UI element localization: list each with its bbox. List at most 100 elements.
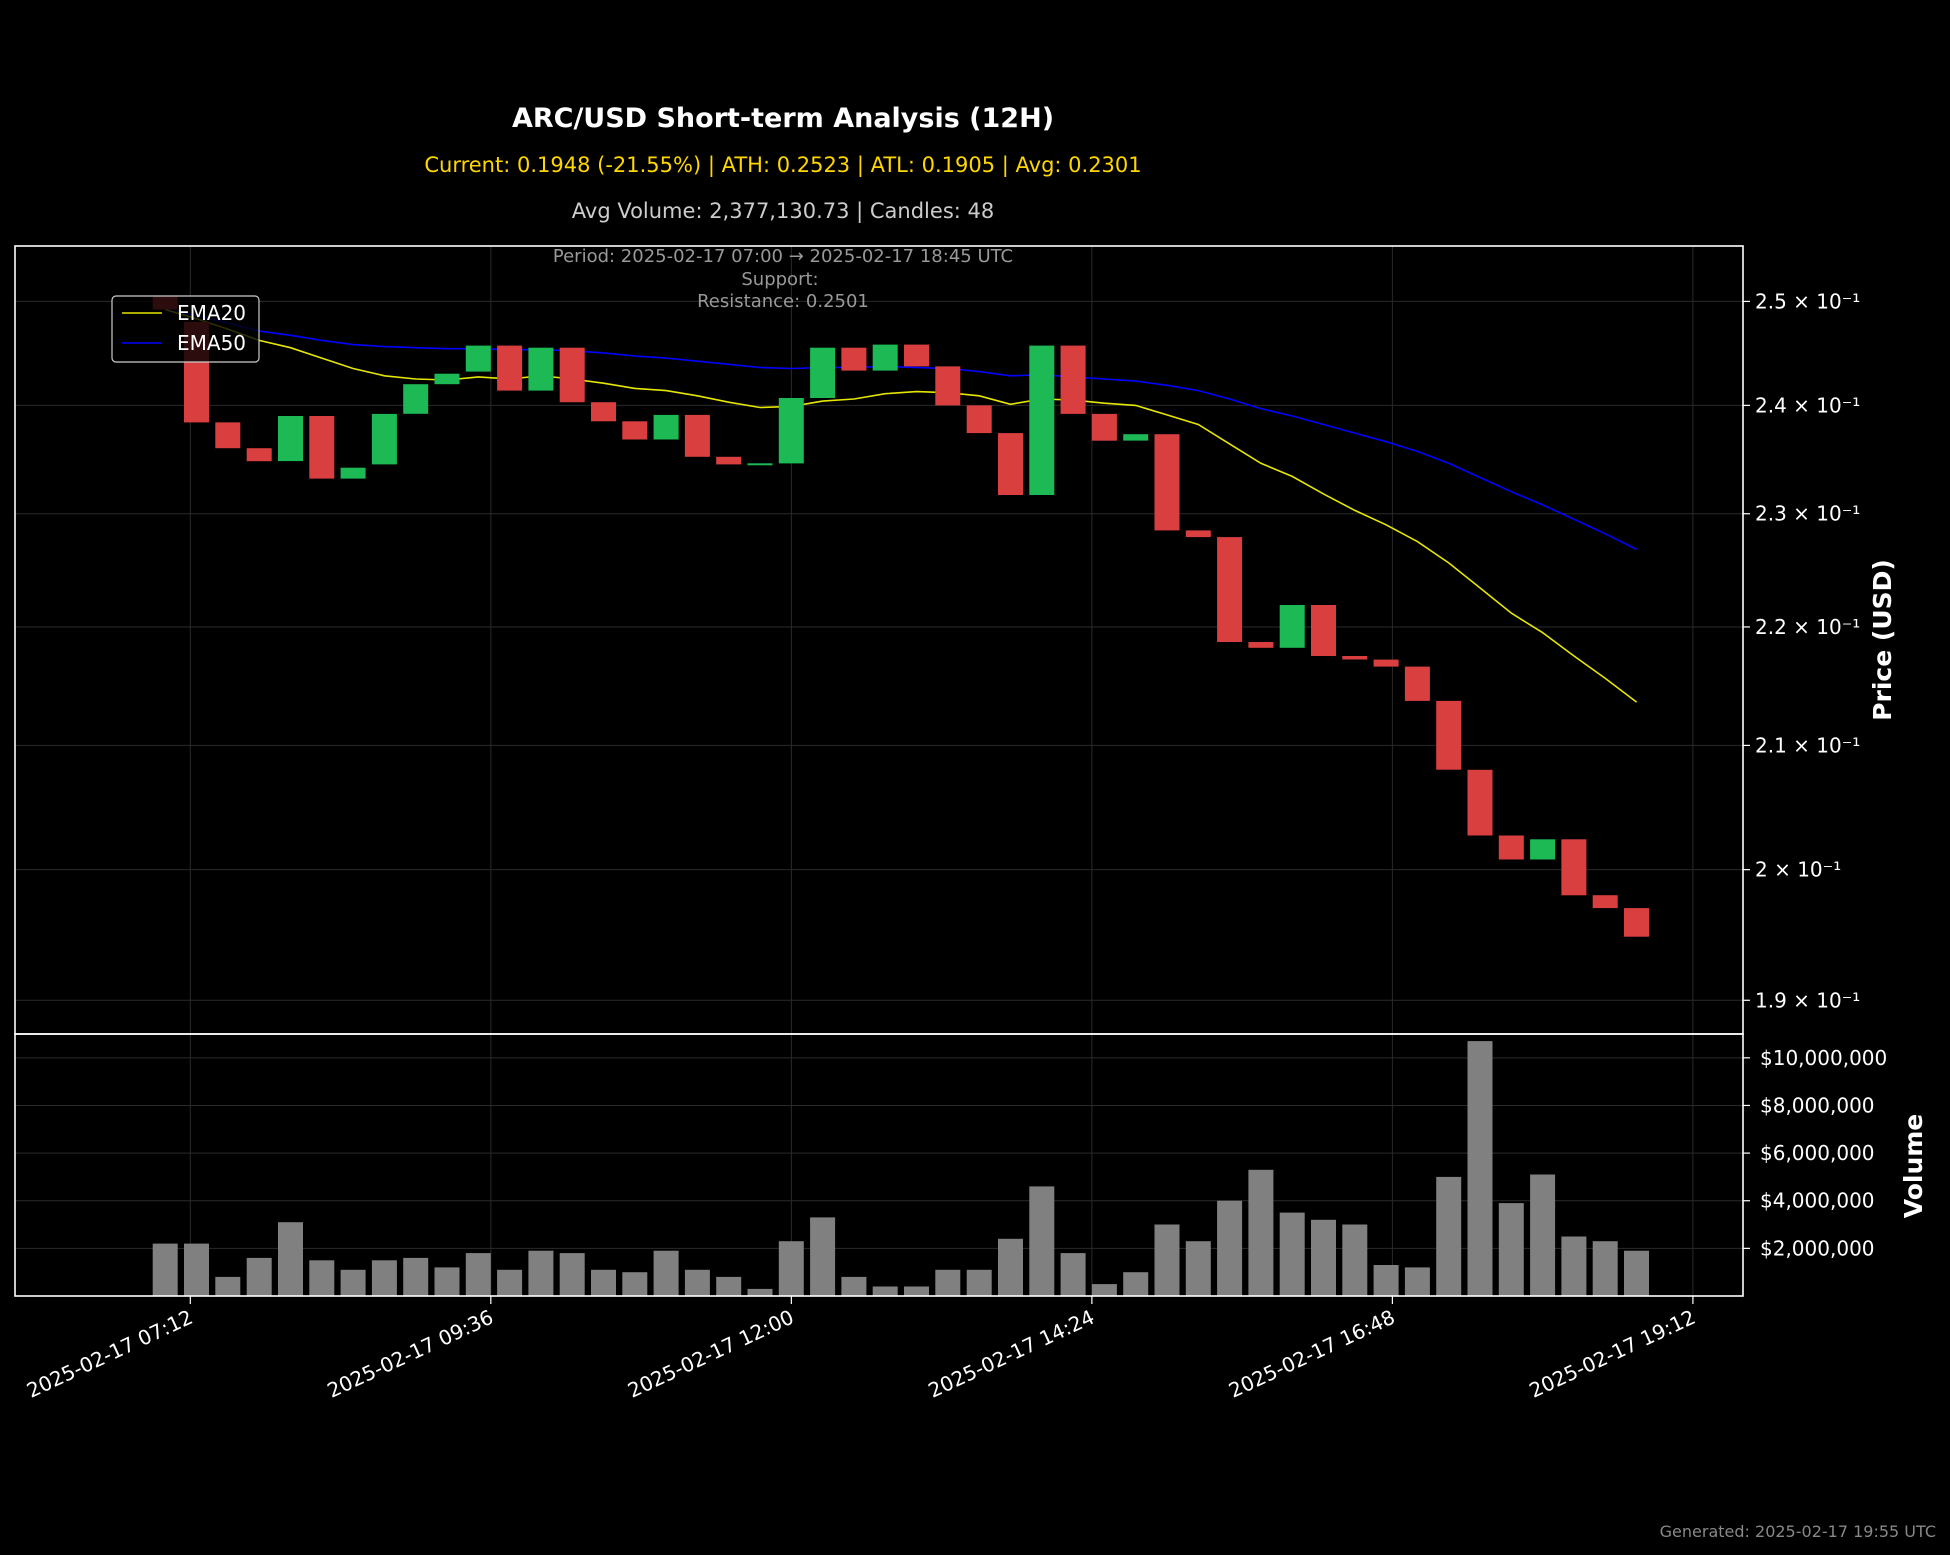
volume-bar-15: [622, 1272, 648, 1296]
candle-10: [465, 345, 491, 372]
volume-bar-24: [904, 1286, 929, 1296]
support-note: Support:: [741, 269, 818, 290]
candle-36: [1279, 605, 1305, 648]
price-axis-label: Price (USD): [1868, 559, 1897, 721]
candle-43: [1498, 835, 1524, 860]
volume-bar-41: [1436, 1176, 1462, 1296]
candle-37: [1311, 605, 1336, 656]
candle-20: [778, 398, 804, 464]
candle-17: [684, 414, 710, 457]
volume-bar-30: [1091, 1284, 1117, 1296]
candle-38: [1342, 656, 1368, 660]
volume-y-ticks: $2,000,000 $4,000,000 $6,000,000 $8,000,000…: [1743, 1046, 1887, 1260]
candle-41: [1436, 700, 1462, 770]
volume-bar-5: [309, 1260, 335, 1296]
candle-3: [246, 448, 272, 462]
x-axis-ticks: 2025-02-17 07:12 2025-02-17 09:36 2025-02-…: [23, 1296, 1699, 1403]
volume-bar-3: [246, 1257, 272, 1296]
volume-bar-37: [1311, 1219, 1336, 1296]
volume-bar-35: [1248, 1169, 1274, 1296]
volume-bar-20: [778, 1241, 804, 1296]
chart-stats-line: Current: 0.1948 (-21.55%) | ATH: 0.2523 …: [424, 153, 1141, 178]
legend-ema50-label: EMA50: [177, 331, 246, 355]
candle-9: [434, 373, 460, 385]
x-tick-label-5: 2025-02-17 19:12: [1526, 1305, 1699, 1403]
price-tick-label-3: 2.2 × 10⁻¹: [1755, 615, 1860, 639]
volume-bar-25: [935, 1269, 961, 1296]
candle-24: [904, 344, 929, 367]
volume-bar-44: [1530, 1174, 1556, 1296]
price-tick-label-6: 1.9 × 10⁻¹: [1755, 988, 1860, 1012]
candle-47: [1624, 908, 1649, 937]
volume-bar-38: [1342, 1224, 1368, 1296]
volume-bar-18: [716, 1276, 742, 1296]
volume-bar-45: [1561, 1236, 1587, 1296]
candle-26: [966, 405, 992, 434]
volume-bar-32: [1154, 1224, 1180, 1296]
volume-bar-0: [152, 1243, 178, 1296]
volume-bar-9: [434, 1267, 460, 1296]
price-grid: [15, 246, 1743, 1034]
candle-27: [998, 433, 1023, 495]
chart-title: ARC/USD Short-term Analysis (12H): [512, 103, 1054, 134]
legend: EMA20 EMA50: [111, 295, 260, 363]
candle-25: [935, 366, 961, 406]
volume-bar-23: [872, 1286, 898, 1296]
price-y-ticks: 2.5 × 10⁻¹ 2.4 × 10⁻¹ 2.3 × 10⁻¹ 2.2 × 10⁻¹…: [1743, 289, 1860, 1012]
volume-tick-label-3: $8,000,000: [1760, 1093, 1875, 1117]
candle-28: [1029, 345, 1055, 495]
candle-45: [1561, 839, 1587, 896]
candle-8: [403, 384, 429, 414]
candle-7: [371, 413, 397, 465]
volume-bar-21: [810, 1217, 836, 1296]
candle-13: [559, 347, 585, 403]
volume-tick-label-4: $10,000,000: [1760, 1046, 1887, 1070]
volume-bar-26: [966, 1269, 992, 1296]
volume-bar-16: [653, 1250, 679, 1296]
volume-bar-39: [1373, 1265, 1399, 1296]
x-tick-label-1: 2025-02-17 09:36: [323, 1305, 496, 1403]
volume-axes-frame: [14, 1033, 1744, 1297]
volume-bar-19: [747, 1288, 773, 1296]
ema20-line: [165, 308, 1638, 703]
volume-tick-label-1: $4,000,000: [1760, 1189, 1875, 1213]
candle-23: [872, 344, 898, 371]
candle-6: [340, 467, 366, 479]
price-tick-label-2: 2.3 × 10⁻¹: [1755, 502, 1860, 526]
candle-11: [497, 345, 523, 391]
legend-ema20-label: EMA20: [177, 301, 246, 325]
volume-bar-42: [1467, 1041, 1493, 1296]
price-tick-label-5: 2 × 10⁻¹: [1755, 858, 1841, 882]
volume-bar-6: [340, 1269, 366, 1296]
candle-44: [1530, 839, 1556, 860]
candle-30: [1091, 413, 1117, 441]
candle-19: [747, 463, 773, 466]
x-tick-label-4: 2025-02-17 16:48: [1225, 1305, 1398, 1403]
candle-22: [841, 347, 867, 371]
volume-bar-1: [184, 1243, 209, 1296]
resistance-note: Resistance: 0.2501: [697, 291, 869, 312]
volume-tick-label-0: $2,000,000: [1760, 1236, 1875, 1260]
volume-bar-2: [215, 1276, 241, 1296]
candle-31: [1123, 434, 1149, 441]
volume-bar-33: [1185, 1241, 1211, 1296]
volume-bar-14: [591, 1269, 616, 1296]
volume-bar-36: [1279, 1212, 1305, 1296]
volume-bar-11: [497, 1269, 523, 1296]
candle-35: [1248, 642, 1274, 648]
volume-tick-label-2: $6,000,000: [1760, 1141, 1875, 1165]
candle-12: [528, 347, 554, 391]
candle-14: [591, 402, 616, 422]
candle-4: [278, 416, 303, 462]
volume-bar-31: [1123, 1272, 1149, 1296]
volume-bar-10: [465, 1253, 491, 1296]
candle-39: [1373, 659, 1399, 667]
volume-bar-46: [1592, 1241, 1618, 1296]
candle-18: [716, 456, 742, 465]
volume-bar-29: [1060, 1253, 1086, 1296]
volume-bar-22: [841, 1276, 867, 1296]
volume-bar-7: [371, 1260, 397, 1296]
x-tick-label-3: 2025-02-17 14:24: [924, 1305, 1097, 1403]
volume-bar-47: [1624, 1250, 1649, 1296]
